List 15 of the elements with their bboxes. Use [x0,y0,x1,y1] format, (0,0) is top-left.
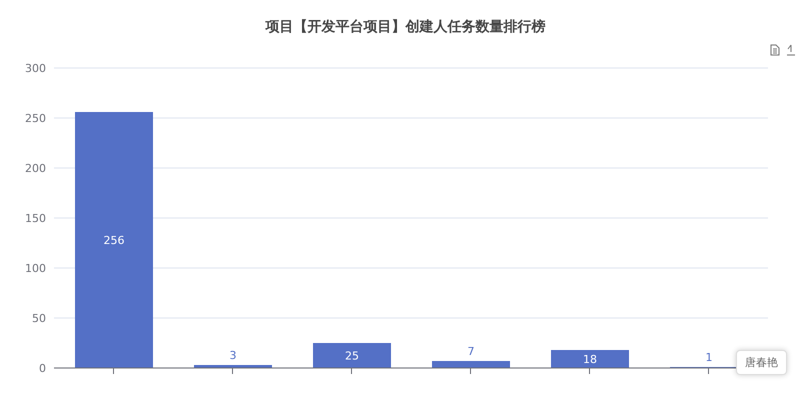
y-tick-label: 250 [25,112,46,125]
annotation: 唐春艳 [745,355,778,370]
data-label: 25 [345,350,359,362]
y-tick-label: 200 [25,162,46,175]
chart-title: 项目【开发平台项目】创建人任务数量排行榜 [264,18,546,36]
y-tick-label: 100 [25,262,46,275]
y-tick-label: 50 [32,312,46,325]
y-tick-label: 150 [25,212,46,225]
data-label: 7 [468,345,474,358]
data-label: 1 [706,351,712,364]
data-label: 18 [583,353,597,366]
y-tick-label: 0 [39,362,46,375]
data-label: 3 [230,349,236,362]
y-tick-label: 300 [25,62,46,75]
data-label: 256 [104,234,124,247]
